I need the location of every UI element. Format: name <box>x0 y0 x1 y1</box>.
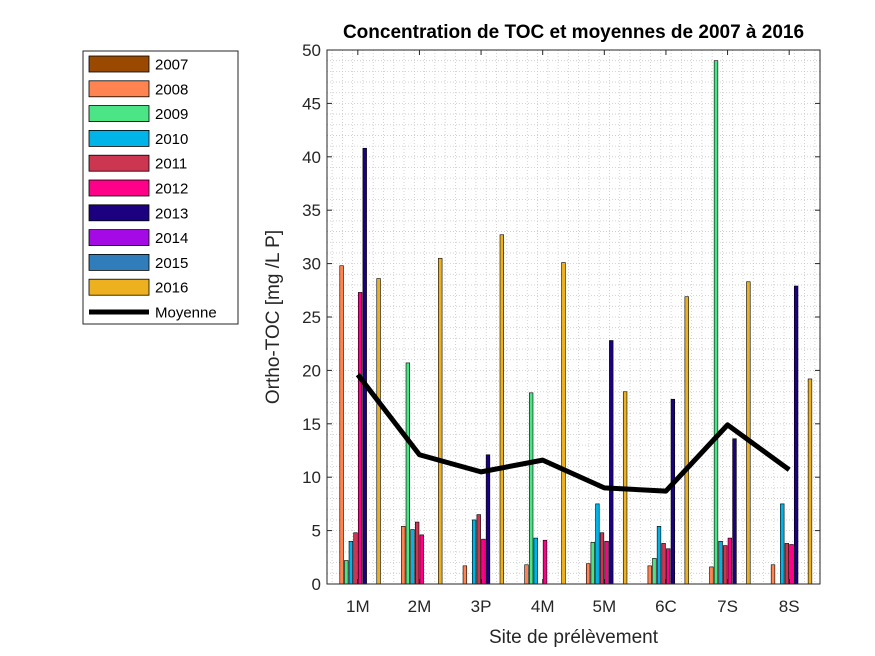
bar-2008-6C <box>647 565 652 585</box>
bar-2010-6C <box>656 526 662 585</box>
legend-swatch-2014 <box>88 229 150 247</box>
y-axis-label: Ortho-TOC [mg /L P] <box>263 230 284 404</box>
y-tick-label: 40 <box>302 148 321 167</box>
bar-2016-2M <box>438 257 443 585</box>
x-tick-label: 8S <box>779 597 800 616</box>
bar-2009-5M <box>590 542 595 585</box>
y-tick-label: 10 <box>302 468 321 487</box>
bar-2011-1M <box>353 532 358 585</box>
bar-2016-4M <box>561 262 566 585</box>
legend-swatch-2007 <box>88 55 150 73</box>
bar-2013-7S <box>732 438 737 585</box>
legend-swatch-2012 <box>88 179 150 197</box>
legend-swatch-2011 <box>88 154 150 172</box>
legend-swatch-2016 <box>88 278 150 296</box>
bar-2011-6C <box>661 543 666 585</box>
legend-swatch-2009 <box>88 105 150 122</box>
bar-2013-8S <box>793 285 799 585</box>
x-tick-label: 3P <box>471 597 492 616</box>
chart-title: Concentration de TOC et moyennes de 2007… <box>343 22 804 43</box>
bar-2012-7S <box>727 537 733 585</box>
bar-2008-5M <box>585 563 591 585</box>
y-axis: 0 5 10 15 20 25 30 35 40 45 50 <box>302 41 820 594</box>
legend-swatch-2015 <box>88 253 150 271</box>
bar-2010-1M <box>348 540 354 585</box>
x-tick-label: 1M <box>346 597 370 616</box>
bar-2012-8S <box>789 544 794 585</box>
legend-label-2007: 2007 <box>155 57 188 74</box>
y-tick-label: 15 <box>302 415 321 434</box>
legend-label-2010: 2010 <box>155 131 188 148</box>
legend-label-2015: 2015 <box>155 255 188 272</box>
bar-2013-3P <box>485 454 491 585</box>
bar-2008-1M <box>339 265 344 585</box>
bar-2010-3P <box>471 519 477 585</box>
legend-label-2016: 2016 <box>155 280 188 297</box>
bar-2013-6C <box>670 398 676 585</box>
x-axis: 1M 2M 3P 4M 5M 6C 7S 8S <box>346 50 800 616</box>
x-tick-label: 5M <box>593 597 617 616</box>
bar-2012-3P <box>481 538 486 585</box>
x-tick-label: 2M <box>408 597 432 616</box>
bar-2012-5M <box>604 540 609 585</box>
bar-2009-4M <box>528 392 534 585</box>
y-tick-label: 30 <box>302 255 321 274</box>
bar-2008-2M <box>401 526 406 585</box>
legend-swatch-2008 <box>88 80 150 98</box>
bar-2009-6C <box>652 558 657 585</box>
bar-2016-1M <box>376 278 381 585</box>
mean-line <box>355 373 791 494</box>
y-tick-label: 20 <box>302 361 321 380</box>
bar-2010-7S <box>718 540 723 585</box>
legend-swatch-2013 <box>88 204 150 222</box>
bar-2008-4M <box>524 564 529 585</box>
x-tick-label: 4M <box>531 597 555 616</box>
bar-2009-7S <box>713 60 719 585</box>
bar-2012-4M <box>542 539 548 585</box>
bar-2016-7S <box>746 281 751 585</box>
bar-2008-3P <box>462 565 468 585</box>
y-tick-label: 50 <box>302 41 321 60</box>
bar-2016-8S <box>807 378 813 585</box>
x-tick-label: 7S <box>717 597 738 616</box>
bar-2013-5M <box>609 340 614 585</box>
bar-2012-6C <box>666 548 671 585</box>
bar-2009-1M <box>344 560 349 585</box>
bar-2008-7S <box>709 566 714 585</box>
bar-2012-2M <box>419 534 424 585</box>
y-tick-label: 25 <box>302 308 321 327</box>
bar-2016-3P <box>499 234 505 585</box>
bar-2016-6C <box>684 296 689 585</box>
x-axis-label: Site de prélèvement <box>489 627 659 648</box>
bar-2011-5M <box>599 532 605 585</box>
y-tick-label: 35 <box>302 201 321 220</box>
bar-2010-8S <box>780 503 785 585</box>
legend-label-2014: 2014 <box>155 230 188 247</box>
legend: 2007 2008 2009 2010 2011 2012 2013 2014 2015 2016… <box>82 50 239 325</box>
bar-2010-5M <box>595 503 600 585</box>
legend-label-2013: 2013 <box>155 205 188 222</box>
legend-label-2012: 2012 <box>155 181 188 198</box>
bar-2010-2M <box>410 529 415 585</box>
legend-swatch-2010 <box>88 129 150 147</box>
bar-2011-8S <box>784 543 790 585</box>
legend-label-2009: 2009 <box>155 106 188 123</box>
legend-label-2011: 2011 <box>155 156 187 173</box>
mean-line-layer <box>355 373 791 494</box>
y-tick-label: 0 <box>312 575 321 594</box>
bar-2011-7S <box>723 545 728 585</box>
bar-2010-4M <box>533 537 538 585</box>
bar-2012-1M <box>357 292 363 585</box>
bar-2008-8S <box>770 564 776 585</box>
bar-2011-3P <box>476 514 481 585</box>
y-tick-label: 45 <box>302 94 321 113</box>
bar-2011-2M <box>414 521 420 585</box>
bar-2009-2M <box>405 362 411 585</box>
legend-label-2008: 2008 <box>155 81 188 98</box>
legend-label-Moyenne: Moyenne <box>155 305 217 322</box>
x-tick-label: 6C <box>655 597 677 616</box>
y-tick-label: 5 <box>312 522 321 541</box>
bar-2013-1M <box>362 147 367 585</box>
